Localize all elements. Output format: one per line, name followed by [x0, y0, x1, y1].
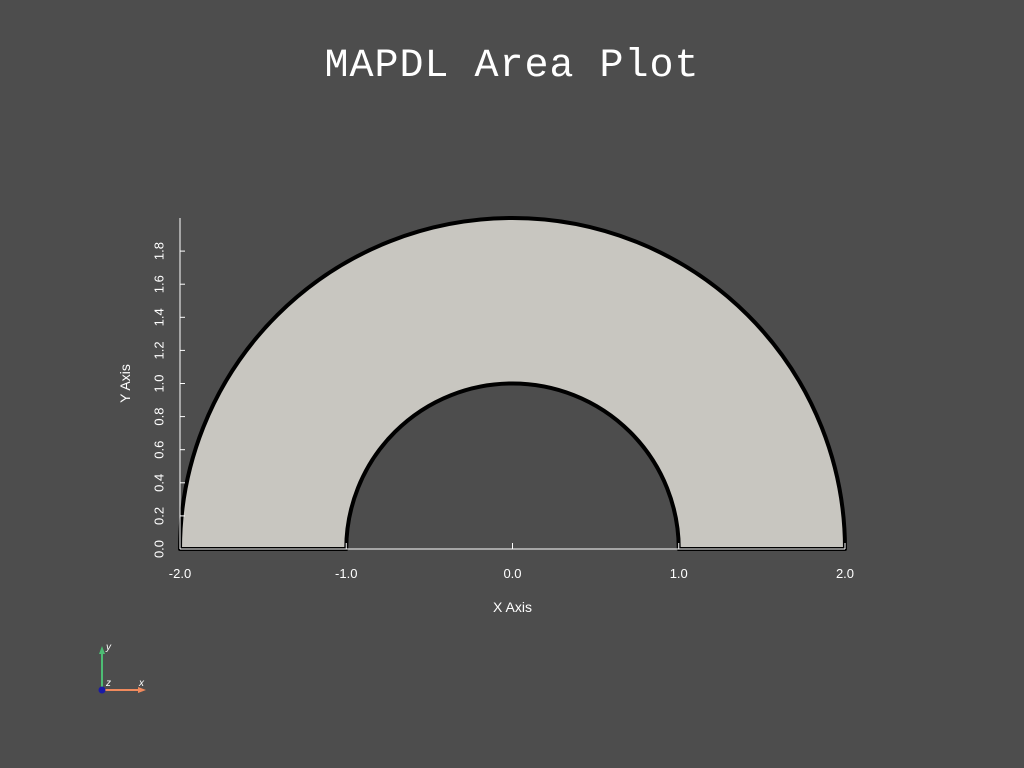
triad-x-arrow-icon [138, 687, 146, 693]
y-tick-label: 1.8 [152, 242, 167, 260]
triad-x-label: x [138, 678, 145, 689]
x-tick-label: 2.0 [836, 566, 854, 581]
y-tick-label: 0.0 [152, 540, 167, 558]
y-tick-label: 0.6 [152, 441, 167, 459]
y-tick-label: 0.8 [152, 408, 167, 426]
triad-z-label: z [105, 678, 111, 689]
plot-title: MAPDL Area Plot [324, 44, 700, 89]
axes-layer: -2.0 -1.0 0.0 1.0 2.0 0.0 0.2 0.4 0.6 0.8 1.0 1.2 1.… [117, 218, 854, 615]
y-tick-label: 1.4 [152, 308, 167, 326]
y-axis-title: Y Axis [117, 364, 133, 403]
half-annulus-area [178, 216, 847, 551]
x-tick-label: -2.0 [169, 566, 191, 581]
x-tick-label: 1.0 [670, 566, 688, 581]
y-tick-label: 1.0 [152, 374, 167, 392]
x-tick-label: 0.0 [503, 566, 521, 581]
orientation-triad: x y z [98, 642, 146, 694]
y-tick-label: 1.6 [152, 275, 167, 293]
triad-y-arrow-icon [99, 646, 105, 654]
y-tick-label: 0.4 [152, 474, 167, 492]
triad-y-label: y [105, 642, 112, 653]
triad-z-axis-icon [98, 686, 106, 694]
x-axis-title: X Axis [493, 599, 532, 615]
y-tick-label: 0.2 [152, 507, 167, 525]
y-tick-label: 1.2 [152, 341, 167, 359]
area-layer [178, 216, 847, 551]
x-tick-label: -1.0 [335, 566, 357, 581]
